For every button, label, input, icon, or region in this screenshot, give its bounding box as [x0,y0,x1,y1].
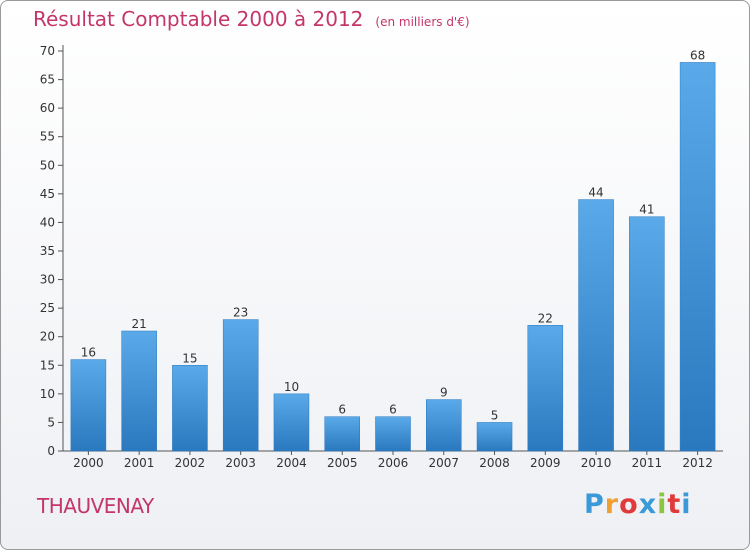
bar-value-label: 6 [389,403,397,417]
y-tick-label: 65 [40,73,55,87]
y-tick-label: 40 [40,215,55,229]
x-tick-label: 2010 [581,456,612,470]
logo-letter: i [681,489,692,520]
bar-layer [70,62,716,452]
bar-value-label: 22 [538,311,553,325]
logo-letter: t [667,489,682,520]
logo-letter: r [604,489,620,520]
x-tick-label: 2009 [530,456,561,470]
y-tick-label: 55 [40,130,55,144]
y-tick-label: 15 [40,358,55,372]
proxiti-logo: Proxiti [584,489,692,520]
bar-value-label: 9 [440,386,448,400]
bar [324,416,360,452]
y-tick-label: 50 [40,158,55,172]
bar [172,365,208,452]
chart-title: Résultat Comptable 2000 à 2012 [33,7,364,31]
y-tick-label: 45 [40,187,55,201]
bar [476,422,513,452]
bar-value-label: 6 [338,403,346,417]
x-tick-label: 2007 [428,456,459,470]
bar-value-label: 23 [233,306,248,320]
bar [629,216,665,452]
bar-value-label: 68 [690,48,705,62]
bar-value-label: 44 [588,186,603,200]
logo-letter: P [584,489,605,520]
chart-subtitle: (en milliers d'€) [375,15,470,29]
bar [70,359,107,452]
bar [121,330,157,452]
bar-value-label: 21 [132,317,147,331]
y-tick-label: 70 [40,44,55,58]
logo-letter: x [638,489,658,520]
x-tick-label: 2006 [378,456,409,470]
bar-value-label: 5 [491,408,499,422]
y-tick-label: 0 [47,444,55,458]
y-tick-label: 30 [40,273,55,287]
bar [578,199,614,452]
x-tick-label: 2011 [632,456,663,470]
commune-name: THAUVENAY [37,494,154,518]
x-tick-label: 2000 [73,456,104,470]
bar [273,393,310,452]
y-tick-label: 10 [40,387,55,401]
bar-value-label: 10 [284,380,299,394]
y-tick-label: 5 [47,415,55,429]
title-row: Résultat Comptable 2000 à 2012 (en millie… [33,7,470,31]
x-tick-label: 2005 [327,456,358,470]
bar [375,416,411,452]
bar-value-label: 16 [81,346,96,360]
y-tick-label: 35 [40,244,55,258]
logo-letter: o [619,489,639,520]
bar [679,62,716,452]
y-tick-label: 60 [40,101,55,115]
label-layer: 0510152025303540455055606570162000212001… [40,44,713,470]
bar [527,325,564,452]
bar-value-label: 15 [182,351,197,365]
x-tick-label: 2004 [276,456,307,470]
bar-value-label: 41 [639,203,654,217]
x-tick-label: 2012 [682,456,713,470]
y-tick-label: 20 [40,330,55,344]
x-tick-label: 2003 [225,456,256,470]
y-tick-label: 25 [40,301,55,315]
bar [426,399,462,452]
x-tick-label: 2008 [479,456,510,470]
logo-letter: i [657,489,668,520]
bar [222,319,259,452]
x-tick-label: 2001 [124,456,155,470]
x-tick-label: 2002 [175,456,206,470]
axis-layer [58,45,723,455]
